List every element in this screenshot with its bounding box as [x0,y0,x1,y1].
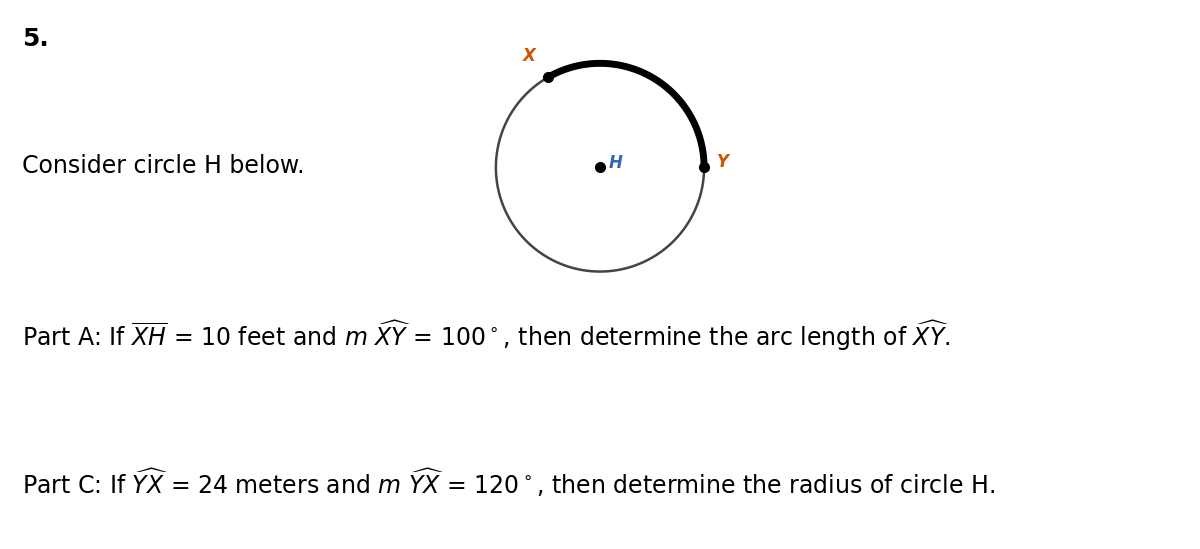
Text: Part A: If $\overline{XH}$ = 10 feet and $m$ $\widehat{XY}$ = 100$^\circ$, then : Part A: If $\overline{XH}$ = 10 feet and… [22,318,950,353]
Text: 5.: 5. [22,27,48,52]
Text: Y: Y [716,153,728,171]
Text: H: H [608,154,623,172]
Text: Consider circle H below.: Consider circle H below. [22,154,304,178]
Text: X: X [522,47,535,65]
Text: Part C: If $\widehat{YX}$ = 24 meters and $m$ $\widehat{YX}$ = 120$^\circ$, then: Part C: If $\widehat{YX}$ = 24 meters an… [22,467,995,499]
